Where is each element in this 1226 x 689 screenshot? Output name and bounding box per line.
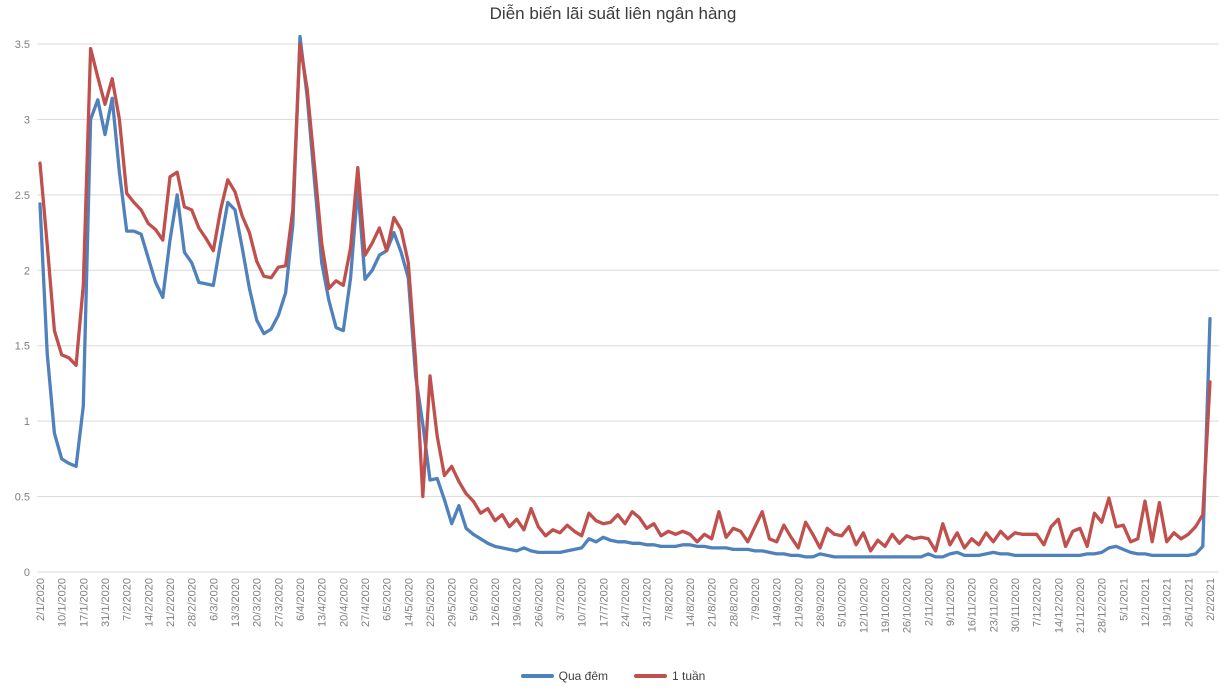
x-axis-tick-label: 19/10/2020 (880, 578, 892, 633)
x-axis-tick-label: 17/1/2020 (78, 578, 90, 627)
y-axis-tick-label: 3.5 (15, 39, 30, 51)
x-axis-tick-label: 5/10/2020 (837, 578, 849, 627)
x-axis-tick-label: 6/5/2020 (382, 578, 394, 621)
legend-item-1week: 1 tuần (633, 669, 706, 683)
x-axis-tick-label: 21/2/2020 (165, 578, 177, 627)
y-axis-tick-label: 2 (24, 265, 30, 277)
x-axis-tick-label: 21/12/2020 (1075, 578, 1087, 633)
x-axis-tick-label: 14/2/2020 (143, 578, 155, 627)
x-axis-tick-label: 10/1/2020 (57, 578, 69, 627)
overnight-series-line-icon (520, 674, 554, 678)
x-axis-tick-label: 13/4/2020 (317, 578, 329, 627)
x-axis-tick-label: 7/9/2020 (750, 578, 762, 621)
legend-item-overnight: Qua đêm (520, 669, 608, 683)
x-axis-tick-label: 31/1/2020 (100, 578, 112, 627)
x-axis-tick-label: 28/12/2020 (1097, 578, 1109, 633)
x-axis-tick-label: 13/3/2020 (230, 578, 242, 627)
x-axis-tick-label: 24/7/2020 (620, 578, 632, 627)
x-axis-tick-label: 6/4/2020 (295, 578, 307, 621)
x-axis-tick-label: 27/4/2020 (360, 578, 372, 627)
x-axis-tick-label: 7/12/2020 (1032, 578, 1044, 627)
x-axis-tick-label: 2/2/2021 (1205, 578, 1217, 621)
one-week-series-line-icon (633, 674, 667, 678)
x-axis-tick-label: 9/11/2020 (945, 578, 957, 626)
chart-title: Diễn biến lãi suất liên ngân hàng (489, 4, 737, 23)
x-axis-tick-label: 12/10/2020 (858, 578, 870, 633)
legend-label-overnight: Qua đêm (558, 669, 608, 683)
x-axis-tick-label: 20/4/2020 (338, 578, 350, 627)
line-chart-plot-area: 0 0.5 1 1.5 2 2.5 3 3.5 2/1/2020 10/1/2020 17/1/20… (15, 34, 1219, 633)
one-week-series-line (38, 42, 1212, 553)
x-axis-tick-label: 17/7/2020 (598, 578, 610, 627)
x-axis-tick-label: 29/5/2020 (447, 578, 459, 627)
x-axis-tick-label: 6/3/2020 (208, 578, 220, 621)
x-axis-tick-label: 26/10/2020 (902, 578, 914, 633)
y-axis-tick-label: 2.5 (15, 190, 30, 202)
x-axis-tick-label: 23/11/2020 (988, 578, 1000, 632)
x-axis-tick-label: 3/7/2020 (555, 578, 567, 621)
x-axis-tick-label: 2/11/2020 (923, 578, 935, 626)
x-axis-tick-label: 14/12/2020 (1053, 578, 1065, 633)
x-axis-tick-label: 27/3/2020 (273, 578, 285, 627)
x-axis-tick-label: 26/6/2020 (533, 578, 545, 627)
y-axis-tick-label: 1 (24, 416, 30, 428)
x-axis-tick-label: 26/1/2021 (1183, 578, 1195, 627)
x-axis-tick-label: 22/5/2020 (425, 578, 437, 627)
x-axis-tick-label: 14/8/2020 (685, 578, 697, 627)
y-axis-tick-label: 3 (24, 114, 30, 126)
x-axis-tick-label: 10/7/2020 (577, 578, 589, 627)
x-axis-tick-label: 21/8/2020 (707, 578, 719, 627)
x-axis-tick-label: 20/3/2020 (252, 578, 264, 627)
x-axis-tick-label: 28/9/2020 (815, 578, 827, 627)
x-axis-tick-label: 28/8/2020 (728, 578, 740, 627)
overnight-series-line (38, 34, 1212, 559)
x-axis-tick-label: 16/11/2020 (967, 578, 979, 632)
x-axis-tick-label: 30/11/2020 (1010, 578, 1022, 632)
x-axis-tick-label: 12/6/2020 (490, 578, 502, 627)
x-axis-tick-label: 7/8/2020 (663, 578, 675, 621)
x-axis-tick-label: 14/9/2020 (772, 578, 784, 627)
y-axis-tick-label: 1.5 (15, 341, 30, 353)
chart-legend: Qua đêm 1 tuần (0, 669, 1226, 683)
x-axis-tick-label: 2/1/2020 (35, 578, 47, 621)
x-axis-tick-label: 14/5/2020 (403, 578, 415, 627)
x-axis-tick-label: 21/9/2020 (793, 578, 805, 627)
x-axis-tick-label: 31/7/2020 (642, 578, 654, 627)
legend-label-1week: 1 tuần (671, 669, 706, 683)
x-axis-tick-label: 19/6/2020 (512, 578, 524, 627)
x-axis-tick-label: 5/1/2021 (1118, 578, 1130, 621)
y-axis-tick-label: 0.5 (15, 492, 30, 504)
x-axis-tick-label: 19/1/2021 (1162, 578, 1174, 627)
x-axis-tick-label: 28/2/2020 (187, 578, 199, 627)
x-axis-tick-label: 7/2/2020 (122, 578, 134, 621)
y-axis-tick-label: 0 (24, 567, 30, 579)
x-axis-tick-label: 12/1/2021 (1140, 578, 1152, 627)
x-axis-tick-label: 5/6/2020 (468, 578, 480, 621)
